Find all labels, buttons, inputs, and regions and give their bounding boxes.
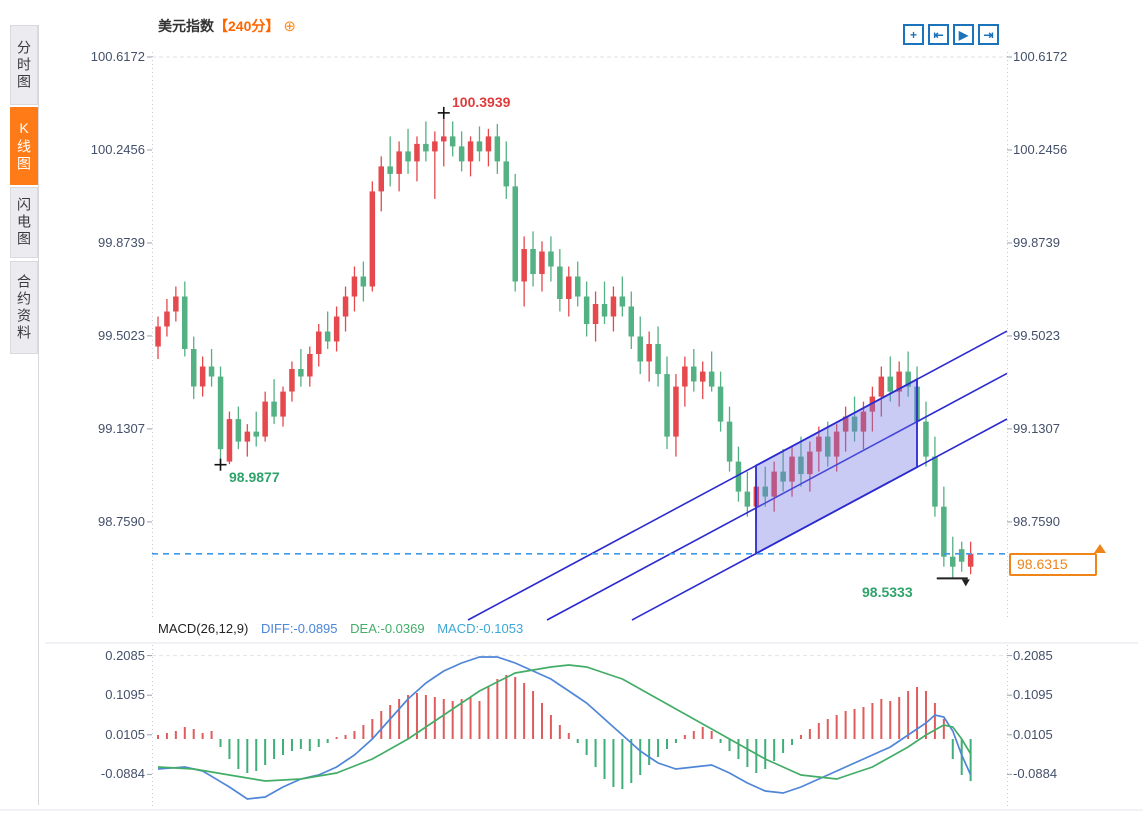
y-axis-label: 99.5023	[1013, 327, 1060, 343]
add-indicator-icon[interactable]: ⊕	[283, 18, 296, 35]
sidebar-item-time-share-chart[interactable]: 分时图	[10, 25, 38, 105]
y-axis-label: 99.5023	[98, 327, 145, 343]
sidebar-item-contract-info[interactable]: 合约资料	[10, 261, 38, 354]
swing-high-label: 100.3939	[452, 94, 511, 110]
range-compress-left-icon[interactable]: ⇤	[928, 24, 949, 45]
y-axis-label: 99.8739	[98, 234, 145, 250]
macd-params-label: MACD(26,12,9)	[158, 621, 249, 636]
y-axis-label: 0.1095	[1013, 687, 1053, 703]
price-up-arrow-icon	[1094, 544, 1106, 553]
y-axis-label: 99.8739	[1013, 234, 1060, 250]
y-axis-label: 100.6172	[1013, 49, 1068, 64]
y-axis-label: 100.2456	[90, 141, 145, 157]
chart-type-sidebar: 分时图 K线图 闪电图 合约资料	[10, 25, 38, 354]
chart-toolbar: + ⇤ ▶ ⇥	[903, 24, 999, 45]
recent-low-label: 98.5333	[862, 584, 913, 600]
swing-low-label: 98.9877	[229, 469, 280, 485]
sidebar-item-lightning-chart[interactable]: 闪电图	[10, 187, 38, 258]
y-axis-label: 0.2085	[105, 647, 145, 663]
sidebar-item-kline-chart[interactable]: K线图	[10, 107, 38, 185]
range-play-icon[interactable]: ▶	[953, 24, 974, 45]
y-axis-label: 98.7590	[98, 513, 145, 529]
sidebar-divider	[38, 25, 39, 805]
period-label: 【240分】	[214, 18, 280, 34]
y-axis-label: 99.1307	[1013, 420, 1060, 436]
last-price-tag: 98.6315	[1009, 553, 1097, 576]
y-axis-label: 100.6172	[90, 49, 145, 64]
macd-hist-value: MACD:-0.1053	[437, 621, 524, 636]
y-axis-label: -0.0884	[100, 766, 145, 782]
go-latest-icon[interactable]: ⇥	[978, 24, 999, 45]
y-axis-label: 0.2085	[1013, 647, 1053, 663]
y-axis-label: 98.7590	[1013, 513, 1060, 529]
y-axis-label: -0.0884	[1013, 766, 1058, 782]
symbol-name: 美元指数	[158, 18, 214, 34]
pan-crosshair-icon[interactable]: +	[903, 24, 924, 45]
y-axis-label: 99.1307	[98, 420, 145, 436]
macd-diff-value: DIFF:-0.0895	[260, 621, 338, 636]
y-axis-label: 0.1095	[105, 687, 145, 703]
chart-title: 美元指数【240分】 ⊕	[158, 16, 296, 36]
y-axis-label: 0.0105	[105, 726, 145, 742]
macd-dea-value: DEA:-0.0369	[350, 621, 425, 636]
y-axis-label: 100.2456	[1013, 141, 1068, 157]
y-axis-label: 0.0105	[1013, 726, 1053, 742]
macd-indicator-header: MACD(26,12,9) DIFF:-0.0895 DEA:-0.0369 M…	[158, 621, 523, 636]
